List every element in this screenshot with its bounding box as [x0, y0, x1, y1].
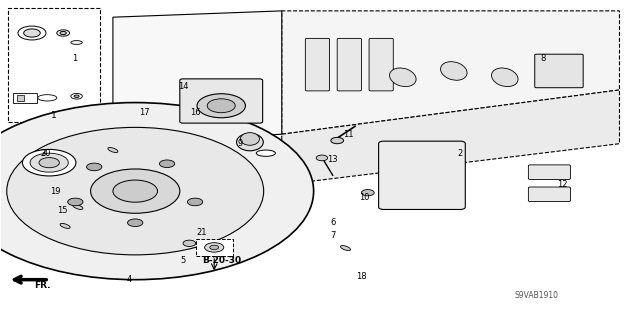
Circle shape [39, 158, 60, 168]
Text: 8: 8 [540, 54, 546, 63]
Text: 12: 12 [557, 180, 568, 189]
Circle shape [7, 127, 264, 255]
Circle shape [205, 243, 224, 252]
Ellipse shape [71, 41, 83, 44]
Circle shape [127, 219, 143, 226]
Circle shape [74, 95, 79, 98]
Text: S9VAB1910: S9VAB1910 [515, 291, 559, 300]
Bar [13, 93, 37, 103]
Circle shape [207, 99, 236, 113]
Ellipse shape [237, 133, 263, 151]
Circle shape [316, 155, 328, 161]
Circle shape [113, 180, 157, 202]
Circle shape [91, 169, 180, 213]
Text: B-20-30: B-20-30 [202, 256, 241, 265]
Text: 15: 15 [57, 206, 67, 215]
Polygon shape [113, 11, 282, 144]
Text: 6: 6 [330, 218, 335, 227]
Text: 17: 17 [140, 108, 150, 116]
Circle shape [362, 189, 374, 196]
Bar [196, 239, 233, 256]
Text: 10: 10 [359, 193, 370, 202]
Text: FR.: FR. [35, 281, 51, 291]
FancyBboxPatch shape [529, 165, 570, 179]
Circle shape [0, 103, 314, 280]
FancyBboxPatch shape [337, 38, 362, 91]
Text: 11: 11 [344, 130, 354, 139]
Ellipse shape [440, 62, 467, 80]
Ellipse shape [241, 133, 259, 145]
Circle shape [22, 149, 76, 176]
Text: 2: 2 [458, 149, 463, 158]
Text: 16: 16 [191, 108, 201, 116]
Ellipse shape [73, 204, 83, 210]
Text: 3: 3 [40, 149, 45, 158]
Circle shape [68, 198, 83, 206]
FancyBboxPatch shape [369, 38, 394, 91]
Ellipse shape [390, 68, 416, 86]
Text: 20: 20 [41, 149, 51, 158]
Ellipse shape [108, 147, 118, 152]
FancyBboxPatch shape [535, 54, 583, 88]
Text: 19: 19 [51, 187, 61, 196]
Circle shape [183, 240, 196, 247]
Text: 1: 1 [51, 111, 56, 120]
Text: 9: 9 [237, 139, 243, 148]
Polygon shape [282, 11, 620, 134]
Text: 14: 14 [178, 82, 188, 91]
Bar [8, 8, 100, 122]
Polygon shape [282, 90, 620, 185]
Text: 5: 5 [180, 256, 186, 265]
Circle shape [24, 29, 40, 37]
Text: 13: 13 [328, 155, 338, 164]
FancyBboxPatch shape [379, 141, 465, 210]
Circle shape [18, 26, 46, 40]
Text: 1: 1 [72, 54, 77, 63]
Text: 7: 7 [330, 231, 335, 240]
Bar [17, 95, 24, 101]
Circle shape [197, 94, 246, 118]
Circle shape [331, 137, 344, 144]
FancyBboxPatch shape [305, 38, 330, 91]
FancyBboxPatch shape [180, 79, 262, 123]
Circle shape [71, 93, 83, 99]
Ellipse shape [492, 68, 518, 86]
Circle shape [30, 153, 68, 172]
Circle shape [188, 198, 203, 206]
Ellipse shape [340, 246, 351, 250]
Ellipse shape [256, 150, 275, 156]
Circle shape [60, 32, 67, 34]
Circle shape [57, 30, 70, 36]
Circle shape [86, 163, 102, 171]
Ellipse shape [38, 95, 57, 101]
Ellipse shape [60, 223, 70, 228]
Text: 4: 4 [126, 275, 131, 284]
Text: 18: 18 [356, 272, 367, 281]
Circle shape [159, 160, 175, 167]
Text: 21: 21 [197, 228, 207, 237]
Circle shape [210, 245, 219, 250]
FancyBboxPatch shape [529, 187, 570, 202]
